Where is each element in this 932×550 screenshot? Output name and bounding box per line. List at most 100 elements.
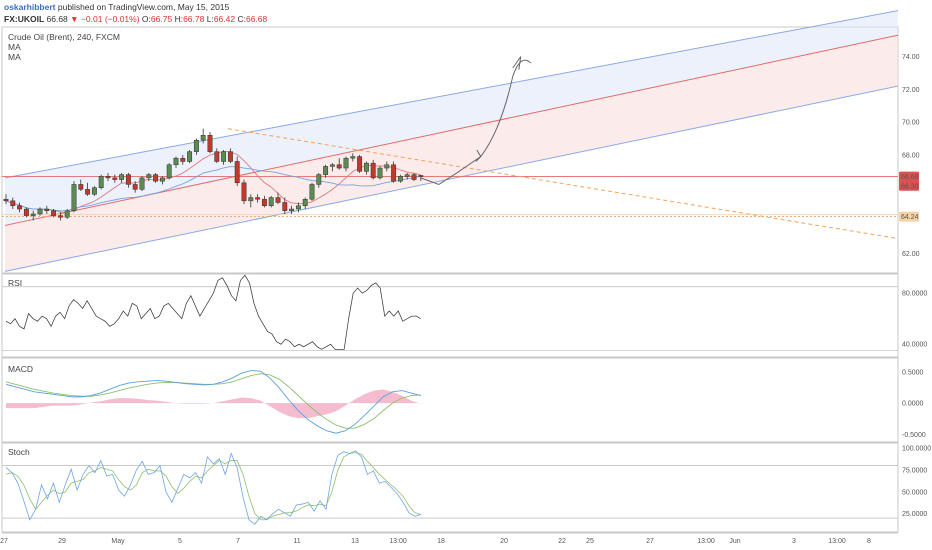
- candle: [193, 139, 199, 152]
- candle: [112, 177, 118, 180]
- open-label: O:: [141, 14, 151, 24]
- rsi-line: [5, 274, 421, 350]
- candle: [323, 166, 329, 175]
- channel-upper-line: [4, 10, 899, 179]
- candle: [302, 198, 308, 207]
- candle: [17, 205, 23, 210]
- candle: [255, 197, 261, 200]
- projection-arrow: [420, 59, 532, 185]
- price-tick-label: 62.00: [902, 251, 920, 258]
- time-tick-label: 27: [646, 538, 654, 545]
- candle: [241, 182, 247, 202]
- candle: [139, 177, 145, 190]
- candle: [91, 187, 97, 195]
- candle: [51, 210, 57, 216]
- candle: [343, 157, 349, 169]
- ma-legend-2: MA: [8, 52, 21, 62]
- candle: [391, 164, 397, 182]
- candle: [10, 200, 16, 207]
- time-tick-label: Jun: [729, 538, 740, 545]
- macd-tick-label: 0.0000: [902, 401, 924, 408]
- rsi-tick-label: 40.0000: [902, 342, 927, 349]
- price-label-text: 64.24: [901, 214, 919, 221]
- candle: [105, 175, 111, 179]
- stoch-tick-label: 50.0000: [902, 489, 927, 496]
- candle: [316, 174, 322, 185]
- candle: [363, 162, 369, 172]
- candle: [125, 174, 131, 185]
- candle: [23, 208, 29, 216]
- projection-arrowhead-1: [475, 149, 482, 162]
- chart-header: oskarhibbert published on TradingView.co…: [0, 0, 932, 26]
- macd-tick-label: -0.5000: [902, 432, 926, 439]
- price-change: ▼ −0.01 (−0.01%): [70, 14, 140, 24]
- macd-pane[interactable]: [5, 370, 421, 434]
- candle: [261, 198, 267, 207]
- candle: [187, 151, 193, 162]
- author-link[interactable]: oskarhibbert: [4, 2, 56, 12]
- candle: [234, 161, 240, 184]
- candle: [159, 177, 165, 182]
- candle: [44, 208, 50, 211]
- candle: [336, 164, 342, 169]
- time-tick-label: 18: [437, 538, 445, 545]
- price-tick-label: 68.00: [902, 152, 920, 159]
- candle: [418, 175, 424, 177]
- candle: [64, 210, 70, 218]
- stoch-tick-label: 25.0000: [902, 511, 927, 518]
- rsi-title: RSI: [8, 278, 22, 288]
- macd-title: MACD: [8, 364, 33, 374]
- axes: 74.00 72.00 70.00 68.00 62.00 66.68 66.30 64.24…: [0, 54, 931, 545]
- price-label-text: 66.30: [901, 183, 919, 190]
- time-tick-label: 22: [558, 538, 566, 545]
- candle: [57, 215, 63, 218]
- time-tick-label: 13: [351, 538, 359, 545]
- last-price: 66.68: [46, 14, 68, 24]
- published-text: published on TradingView.com, May 15, 20…: [57, 2, 230, 12]
- price-tick-label: 72.00: [902, 87, 920, 94]
- candle: [377, 167, 383, 179]
- time-tick-label: 8: [867, 538, 871, 545]
- price-tick-label: 74.00: [902, 54, 920, 61]
- price-label-box: [899, 211, 919, 222]
- price-label-text: 66.68: [901, 174, 919, 181]
- price-pane[interactable]: [2, 10, 899, 272]
- candle: [384, 164, 390, 169]
- candle: [37, 208, 43, 215]
- candle: [221, 151, 227, 162]
- candle: [85, 189, 91, 195]
- stoch-title: Stoch: [8, 447, 30, 457]
- pane-frame-2: [1, 357, 899, 443]
- candle: [268, 197, 274, 207]
- macd-line: [5, 370, 421, 434]
- channel-lower-line: [4, 85, 899, 272]
- low-label: L:: [206, 14, 214, 24]
- candle: [309, 184, 315, 200]
- dashed-trendline: [227, 128, 899, 240]
- candle: [329, 164, 335, 167]
- price-label-box: [899, 180, 919, 191]
- candle: [78, 184, 84, 190]
- ma-legend-1: MA: [8, 42, 21, 52]
- candle: [275, 197, 281, 203]
- price-pane-title: Crude Oil (Brent), 240, FXCM: [8, 32, 120, 42]
- stoch-pane[interactable]: [2, 450, 898, 525]
- candle: [404, 174, 410, 177]
- candle: [227, 151, 233, 162]
- price-tick-label: 70.00: [902, 120, 920, 127]
- candle: [397, 175, 403, 182]
- price-label-box: [899, 171, 919, 182]
- symbol-name[interactable]: FX:UKOIL: [4, 14, 45, 24]
- rsi-pane[interactable]: [2, 274, 898, 351]
- candle: [214, 151, 220, 162]
- macd-tick-label: 0.5000: [902, 369, 924, 376]
- time-tick-label: 13:00: [389, 538, 407, 545]
- candle: [132, 184, 138, 190]
- candle: [248, 197, 254, 202]
- candle: [370, 162, 376, 179]
- candle: [166, 164, 172, 179]
- time-tick-label: 13:00: [697, 538, 715, 545]
- time-tick-label: 7: [236, 538, 240, 545]
- candle: [71, 184, 77, 211]
